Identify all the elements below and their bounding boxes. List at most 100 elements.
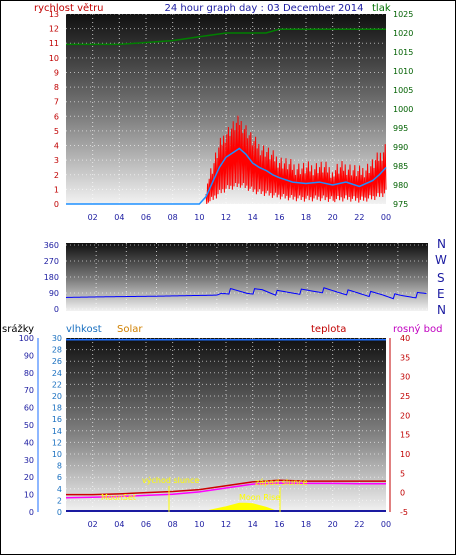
compass-w: W bbox=[435, 253, 447, 267]
time-tick-label: 16 bbox=[274, 213, 284, 222]
wind-tick-label: 9 bbox=[54, 68, 59, 77]
solar-area bbox=[66, 502, 386, 512]
time-tick-label: 12 bbox=[221, 213, 231, 222]
pressure-label: tlak bbox=[372, 3, 391, 14]
wind-tick-label: 12 bbox=[49, 25, 59, 34]
humidity-label: vlhkost bbox=[66, 324, 102, 335]
wind-speed-line bbox=[66, 147, 387, 205]
rain-tick-label: 0 bbox=[29, 508, 34, 517]
sunset-annotation: západ slunce bbox=[255, 478, 308, 487]
time-tick-label: 16 bbox=[274, 520, 284, 529]
temperature-tick-label: 40 bbox=[400, 334, 410, 343]
wind-tick-label: 3 bbox=[54, 156, 59, 165]
pressure-tick-label: 1015 bbox=[393, 48, 413, 57]
rain-tick-label: 50 bbox=[24, 421, 34, 430]
direction-tick-label: 0 bbox=[54, 305, 59, 314]
pressure-line bbox=[66, 28, 386, 46]
dewpoint-line bbox=[65, 482, 386, 499]
compass-n-bottom: N bbox=[437, 303, 446, 317]
wind-tick-label: 2 bbox=[54, 171, 59, 180]
time-tick-label: 14 bbox=[248, 213, 258, 222]
wind-tick-label: 6 bbox=[54, 112, 59, 121]
rain-label: srážky bbox=[2, 323, 34, 335]
time-tick-label: 22 bbox=[354, 520, 364, 529]
time-tick-label: 14 bbox=[248, 520, 258, 529]
humidity-tick-label: 22 bbox=[52, 380, 62, 389]
humidity-tick-label: 6 bbox=[57, 473, 62, 482]
pressure-tick-label: 1010 bbox=[393, 67, 413, 76]
humidity-tick-label: 24 bbox=[52, 369, 62, 378]
humidity-tick-label: 4 bbox=[57, 485, 62, 494]
wind-tick-label: 0 bbox=[54, 200, 59, 209]
rain-tick-label: 100 bbox=[19, 334, 34, 343]
pressure-tick-label: 1020 bbox=[393, 29, 413, 38]
moonrise-annotation: Moon Rise bbox=[239, 493, 280, 502]
time-tick-label: 00 bbox=[381, 520, 391, 529]
time-tick-label: 02 bbox=[88, 213, 98, 222]
wind-tick-label: 11 bbox=[49, 39, 59, 48]
humidity-tick-label: 28 bbox=[52, 346, 62, 355]
temperature-tick-label: 35 bbox=[400, 353, 410, 362]
temperature-tick-label: 15 bbox=[400, 431, 410, 440]
time-tick-label: 06 bbox=[141, 520, 151, 529]
humidity-tick-label: 18 bbox=[52, 404, 62, 413]
temperature-label: teplota bbox=[311, 324, 346, 335]
time-tick-label: 00 bbox=[381, 213, 391, 222]
wind-tick-label: 8 bbox=[54, 83, 59, 92]
dewpoint-label: rosný bod bbox=[393, 323, 442, 335]
temperature-tick-label: 30 bbox=[400, 373, 410, 382]
rain-tick-label: 60 bbox=[24, 404, 34, 413]
compass-labels: N W S E N bbox=[435, 237, 447, 317]
wind-tick-label: 10 bbox=[49, 54, 59, 63]
time-tick-label: 08 bbox=[168, 213, 178, 222]
pressure-tick-label: 985 bbox=[393, 162, 408, 171]
compass-s: S bbox=[437, 271, 445, 285]
pressure-tick-label: 1000 bbox=[393, 105, 413, 114]
rain-tick-label: 70 bbox=[24, 386, 34, 395]
time-tick-label: 10 bbox=[194, 520, 204, 529]
humidity-tick-label: 26 bbox=[52, 357, 62, 366]
rain-tick-label: 90 bbox=[24, 351, 34, 360]
humidity-tick-label: 10 bbox=[52, 450, 62, 459]
rain-tick-label: 30 bbox=[24, 456, 34, 465]
sunrise-annotation: východ slunce bbox=[142, 476, 199, 485]
humidity-tick-label: 2 bbox=[57, 496, 62, 505]
pressure-tick-label: 990 bbox=[393, 143, 408, 152]
time-tick-label: 18 bbox=[301, 213, 311, 222]
wind-direction-line bbox=[65, 287, 427, 300]
time-tick-label: 20 bbox=[328, 520, 338, 529]
temperature-tick-label: 0 bbox=[400, 489, 405, 498]
time-tick-label: 20 bbox=[328, 213, 338, 222]
wind-tick-label: 1 bbox=[54, 185, 59, 194]
pressure-tick-label: 980 bbox=[393, 181, 408, 190]
temperature-tick-label: 5 bbox=[400, 469, 405, 478]
humidity-tick-label: 30 bbox=[52, 334, 62, 343]
time-tick-label: 12 bbox=[221, 520, 231, 529]
wind-gust-line bbox=[205, 115, 387, 205]
temperature-tick-label: 25 bbox=[400, 392, 410, 401]
pressure-tick-label: 995 bbox=[393, 124, 408, 133]
pressure-tick-label: 1005 bbox=[393, 86, 413, 95]
humidity-tick-label: 0 bbox=[57, 508, 62, 517]
time-tick-label: 10 bbox=[194, 213, 204, 222]
direction-tick-label: 360 bbox=[44, 241, 59, 250]
rain-tick-label: 20 bbox=[24, 473, 34, 482]
graph-title: 24 hour graph day : 03 December 2014 bbox=[165, 3, 364, 14]
direction-tick-label: 270 bbox=[44, 257, 59, 266]
time-tick-label: 22 bbox=[354, 213, 364, 222]
direction-tick-label: 180 bbox=[44, 273, 59, 282]
compass-n-top: N bbox=[437, 237, 446, 251]
pressure-tick-label: 975 bbox=[393, 200, 408, 209]
humidity-tick-label: 8 bbox=[57, 462, 62, 471]
time-tick-label: 02 bbox=[88, 520, 98, 529]
wind-speed-label: rychlost větru bbox=[34, 2, 104, 14]
rain-tick-label: 10 bbox=[24, 491, 34, 500]
humidity-tick-label: 16 bbox=[52, 415, 62, 424]
wind-tick-label: 5 bbox=[54, 127, 59, 136]
temperature-tick-label: 20 bbox=[400, 411, 410, 420]
time-tick-label: 04 bbox=[114, 520, 124, 529]
time-tick-label: 18 bbox=[301, 520, 311, 529]
direction-tick-label: 90 bbox=[49, 289, 59, 298]
time-tick-label: 08 bbox=[168, 520, 178, 529]
